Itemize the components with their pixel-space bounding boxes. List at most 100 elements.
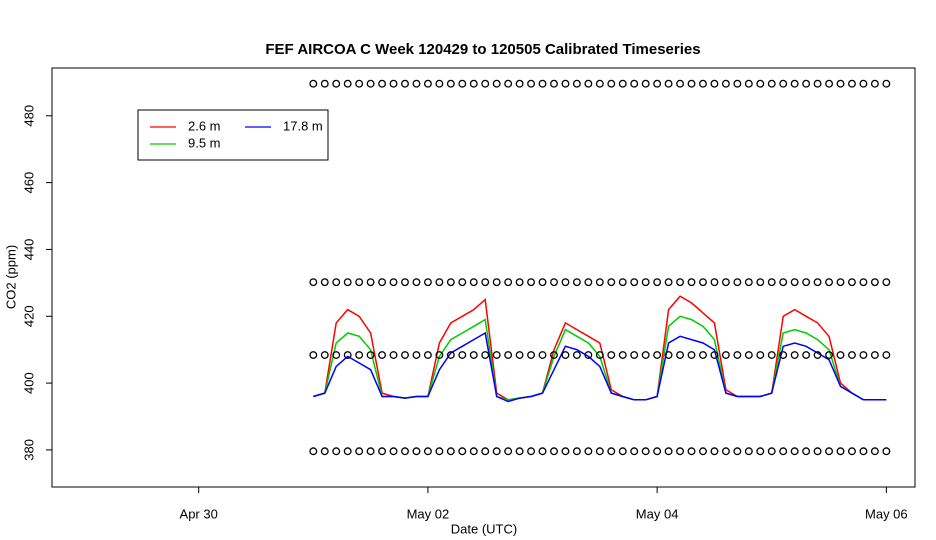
reference-point xyxy=(676,79,685,88)
reference-point xyxy=(813,278,822,287)
reference-point xyxy=(630,79,639,88)
reference-point xyxy=(595,278,604,287)
reference-point xyxy=(389,79,398,88)
reference-point xyxy=(527,278,536,287)
reference-point xyxy=(699,278,707,287)
reference-point xyxy=(653,351,662,359)
legend-label: 9.5 m xyxy=(188,135,221,150)
reference-point xyxy=(469,351,478,359)
reference-point xyxy=(802,79,811,88)
reference-point xyxy=(527,351,536,359)
reference-point xyxy=(733,278,742,287)
reference-point xyxy=(561,447,570,456)
reference-point xyxy=(355,278,364,287)
reference-point xyxy=(332,79,341,88)
reference-point xyxy=(721,278,730,287)
reference-point xyxy=(859,79,868,88)
reference-point xyxy=(653,79,662,88)
reference-point xyxy=(676,351,685,359)
reference-point xyxy=(481,447,490,456)
reference-point xyxy=(779,447,788,456)
reference-point xyxy=(550,447,558,456)
reference-point xyxy=(870,79,879,88)
reference-point xyxy=(572,351,581,359)
reference-point xyxy=(744,278,753,287)
reference-point xyxy=(756,79,765,88)
reference-point xyxy=(389,447,398,456)
reference-point xyxy=(412,79,421,88)
reference-point xyxy=(572,447,581,456)
legend-label: 2.6 m xyxy=(188,118,221,133)
reference-point xyxy=(825,278,833,287)
reference-point xyxy=(802,447,811,456)
y-tick-label: 380 xyxy=(21,439,36,461)
reference-point xyxy=(584,447,593,456)
reference-point xyxy=(779,351,788,359)
reference-point xyxy=(595,79,604,88)
reference-point xyxy=(687,447,696,456)
reference-point xyxy=(710,351,719,359)
reference-point xyxy=(595,447,604,456)
reference-point xyxy=(309,447,318,456)
reference-point xyxy=(767,351,776,359)
reference-point xyxy=(538,351,547,359)
reference-point xyxy=(538,79,547,88)
reference-point xyxy=(802,351,811,359)
reference-point xyxy=(423,447,432,456)
reference-point xyxy=(446,278,455,287)
reference-point xyxy=(561,79,570,88)
reference-point xyxy=(825,79,833,88)
reference-point xyxy=(366,351,375,359)
reference-point xyxy=(687,278,696,287)
reference-point xyxy=(309,351,318,359)
reference-point xyxy=(870,351,879,359)
reference-point xyxy=(458,79,467,88)
x-tick-label: Apr 30 xyxy=(180,506,218,521)
reference-point xyxy=(366,79,375,88)
reference-point xyxy=(412,351,421,359)
y-axis-label: CO2 (ppm) xyxy=(3,245,18,309)
reference-point xyxy=(412,447,421,456)
reference-point xyxy=(355,351,364,359)
reference-point xyxy=(481,278,490,287)
reference-point xyxy=(446,79,455,88)
reference-point xyxy=(504,447,513,456)
reference-point xyxy=(378,351,387,359)
reference-point xyxy=(320,278,329,287)
reference-point xyxy=(378,447,387,456)
reference-point xyxy=(767,447,776,456)
reference-point xyxy=(882,351,891,359)
reference-point xyxy=(882,447,891,456)
reference-point xyxy=(446,351,455,359)
reference-point xyxy=(870,278,879,287)
reference-point xyxy=(790,79,799,88)
reference-point xyxy=(401,447,409,456)
reference-point xyxy=(595,351,604,359)
reference-point xyxy=(699,79,707,88)
reference-point xyxy=(664,351,673,359)
reference-point xyxy=(825,351,833,359)
reference-point xyxy=(366,278,375,287)
reference-point xyxy=(355,79,364,88)
reference-point xyxy=(435,447,444,456)
reference-point xyxy=(423,278,432,287)
reference-point xyxy=(676,278,685,287)
reference-point xyxy=(756,278,765,287)
reference-point xyxy=(366,447,375,456)
reference-point xyxy=(733,79,742,88)
reference-point xyxy=(401,351,409,359)
reference-point xyxy=(836,79,845,88)
reference-point xyxy=(343,79,352,88)
reference-point xyxy=(607,278,616,287)
plot-frame xyxy=(51,67,916,488)
y-tick-label: 480 xyxy=(21,105,36,127)
reference-point xyxy=(756,351,765,359)
reference-point xyxy=(378,278,387,287)
reference-point xyxy=(401,278,409,287)
reference-point xyxy=(607,79,616,88)
reference-point xyxy=(572,278,581,287)
reference-point xyxy=(641,351,650,359)
reference-point xyxy=(378,79,387,88)
reference-point xyxy=(550,278,558,287)
